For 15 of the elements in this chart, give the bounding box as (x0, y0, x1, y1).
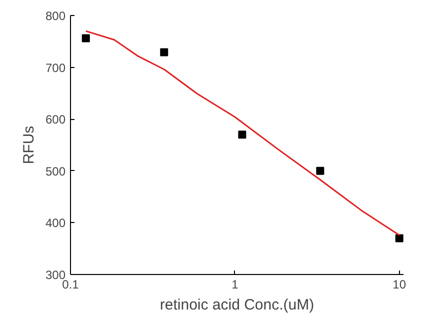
x-tick-label: 0.1 (62, 278, 80, 292)
y-tick-label: 700 (45, 60, 66, 75)
y-tick-label: 800 (45, 9, 66, 23)
point (316, 166, 324, 175)
y-tick-label: 600 (45, 112, 66, 127)
x-axis-title: retinoic acid Conc.(uM) (160, 296, 314, 314)
x-tick-label: 10 (392, 278, 406, 292)
point (82, 34, 90, 42)
y-tick-label: 500 (45, 164, 66, 178)
point (238, 130, 246, 139)
x-tick-label: 1 (232, 278, 239, 292)
point (395, 234, 404, 242)
y-axis-title: RFUs (20, 126, 38, 164)
y-tick-label: 400 (45, 216, 66, 230)
point (160, 48, 168, 56)
